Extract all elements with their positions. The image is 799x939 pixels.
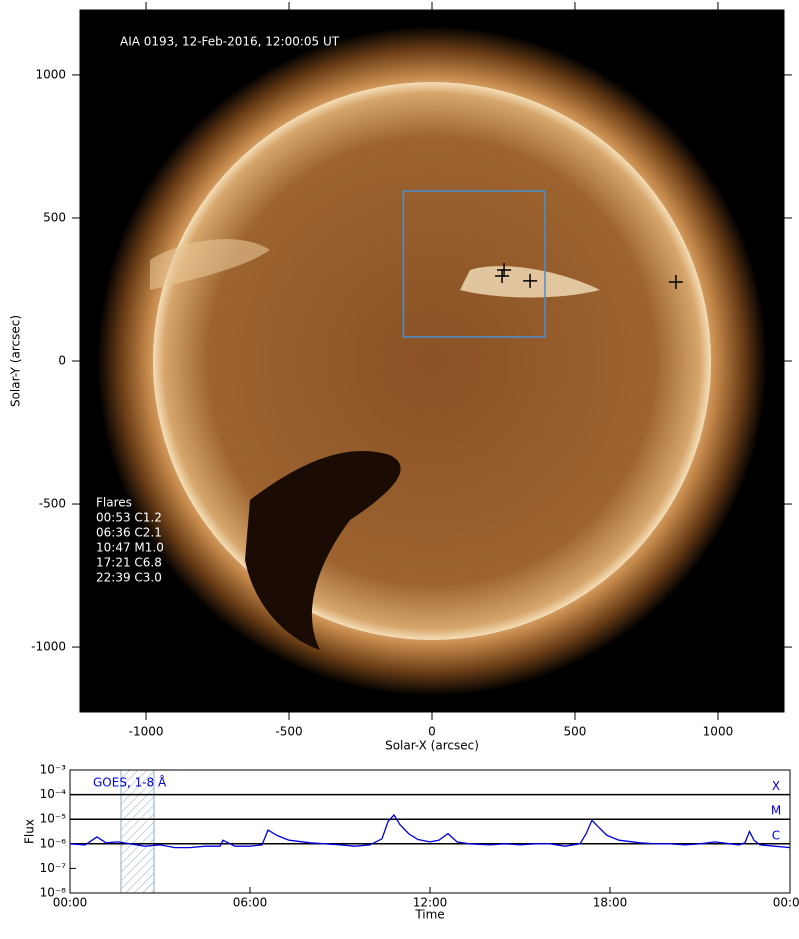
flare-entry: 00:53 C1.2 [96, 511, 162, 525]
x-tick-label: 0 [428, 725, 436, 739]
x-tick-label: 1000 [703, 725, 734, 739]
x-tick-label: 500 [564, 725, 587, 739]
solar-image [80, 10, 784, 712]
x-tick-label: 18:00 [593, 896, 628, 910]
y-tick-label: 10⁻⁷ [40, 861, 67, 875]
region-box [402, 190, 546, 338]
flares-title: Flares [96, 496, 132, 510]
x-tick-label: 00:00 [53, 896, 88, 910]
y-tick-label: 0 [58, 354, 66, 368]
image-title: AIA 0193, 12-Feb-2016, 12:00:05 UT [120, 35, 340, 49]
y-tick-label: 10⁻⁶ [40, 836, 67, 850]
y-tick-label: 10⁻³ [40, 763, 67, 777]
goes-flux-line [69, 813, 791, 849]
highlight-span [120, 769, 155, 894]
y-tick-label: 10⁻⁸ [40, 886, 67, 900]
x-tick-label: 12:00 [413, 896, 448, 910]
x-tick-label: -1000 [129, 725, 164, 739]
flare-marker [523, 273, 538, 288]
y-tick-label: 1000 [35, 67, 66, 81]
level-label: M [771, 804, 781, 818]
flare-marker [497, 263, 512, 278]
y-tick-label: -500 [39, 497, 66, 511]
plot-frame [69, 769, 791, 894]
y-axis-label: Flux [23, 819, 37, 844]
y-tick-label: 10⁻⁴ [40, 787, 67, 801]
y-tick-label: 500 [43, 210, 66, 224]
x-tick-label: 06:00 [233, 896, 268, 910]
x-tick-label: 00:00 [773, 896, 799, 910]
x-tick-label: -500 [275, 725, 302, 739]
flare-entry: 10:47 M1.0 [96, 541, 164, 555]
flare-entry: 06:36 C2.1 [96, 526, 162, 540]
flare-entry: 17:21 C6.8 [96, 556, 162, 570]
y-tick-label: -1000 [31, 640, 66, 654]
y-tick-label: 10⁻⁵ [40, 812, 67, 826]
flare-entry: 22:39 C3.0 [96, 571, 162, 585]
y-axis-label: Solar-Y (arcsec) [9, 315, 23, 407]
level-label: C [772, 828, 780, 842]
level-label: X [772, 779, 780, 793]
x-axis-label: Solar-X (arcsec) [385, 739, 479, 753]
flare-marker [668, 275, 683, 290]
legend-label: GOES, 1-8 Å [93, 775, 167, 790]
flare-marker [495, 269, 510, 284]
x-axis-label: Time [414, 908, 444, 922]
